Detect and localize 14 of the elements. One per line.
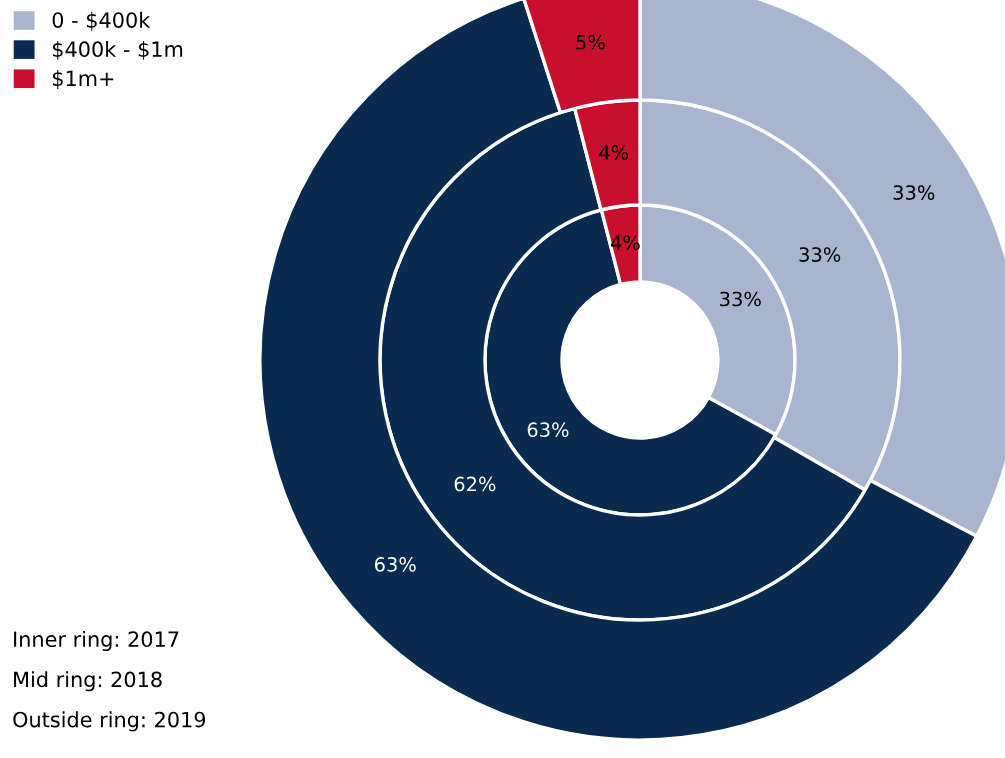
legend-label: 0 - $400k	[52, 11, 151, 31]
data-label: 4%	[599, 145, 629, 160]
data-label: 33%	[893, 185, 935, 200]
data-label: 33%	[720, 291, 761, 307]
text: Mid ring: 2018	[14, 671, 162, 692]
text: Outside ring: 2019	[13, 711, 206, 732]
data-label: 5%	[576, 34, 605, 50]
data-label: 63%	[374, 557, 416, 572]
text: Inner ring: 2017	[14, 630, 179, 652]
legend-label: $1m+	[52, 70, 114, 89]
legend-label: $400k - $1m	[52, 40, 183, 60]
data-label: 33%	[799, 247, 841, 262]
data-label: 63%	[527, 422, 569, 438]
data-label: 62%	[454, 476, 496, 492]
